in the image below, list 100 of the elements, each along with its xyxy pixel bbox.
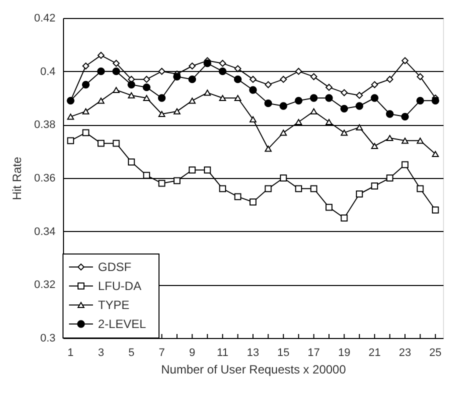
point xyxy=(219,94,226,102)
x-tick-label: 3 xyxy=(98,347,104,359)
point xyxy=(356,102,364,110)
y-axis-title: Hit Rate xyxy=(10,156,24,200)
point xyxy=(416,73,424,80)
point xyxy=(143,172,150,179)
point xyxy=(326,204,332,211)
point xyxy=(264,81,272,88)
x-axis-title: Number of User Requests x 20000 xyxy=(161,362,346,376)
point xyxy=(234,94,242,102)
point xyxy=(188,75,196,84)
point xyxy=(128,158,135,166)
point xyxy=(204,166,211,174)
point xyxy=(98,52,104,59)
point xyxy=(128,92,135,98)
point xyxy=(280,130,287,136)
x-tick-label: 25 xyxy=(429,347,442,359)
y-tick-label: 0.38 xyxy=(34,119,56,132)
point xyxy=(340,214,348,222)
point xyxy=(142,83,150,92)
point xyxy=(158,110,166,118)
point xyxy=(310,108,318,114)
point xyxy=(264,99,272,108)
point xyxy=(219,185,226,192)
point xyxy=(143,76,150,83)
point xyxy=(250,198,256,206)
point xyxy=(386,134,394,142)
point xyxy=(280,76,287,83)
x-tick-label: 23 xyxy=(398,347,412,359)
point xyxy=(234,75,242,84)
point xyxy=(174,108,180,114)
x-tick-label: 1 xyxy=(68,347,74,359)
point xyxy=(173,72,181,81)
point xyxy=(295,118,302,126)
x-tick-label: 9 xyxy=(189,347,196,359)
point xyxy=(310,185,318,192)
x-tick-label: 11 xyxy=(216,347,228,359)
x-tick-label: 13 xyxy=(246,347,260,359)
point xyxy=(310,94,318,102)
point xyxy=(234,193,242,200)
point xyxy=(218,67,226,76)
point xyxy=(280,174,287,182)
point xyxy=(326,84,332,91)
point xyxy=(188,98,196,104)
point xyxy=(294,96,302,105)
x-tick-label: 7 xyxy=(158,347,165,359)
point xyxy=(295,185,302,192)
point xyxy=(82,62,90,70)
point xyxy=(174,177,180,184)
point xyxy=(402,138,408,144)
point xyxy=(432,206,439,214)
point xyxy=(386,174,394,182)
point xyxy=(188,166,196,174)
point xyxy=(98,98,104,104)
point xyxy=(370,94,378,102)
point xyxy=(128,80,136,89)
point xyxy=(82,108,90,114)
point xyxy=(340,89,348,96)
point xyxy=(264,185,272,192)
point xyxy=(250,76,256,83)
point xyxy=(432,96,440,105)
point xyxy=(371,142,378,150)
point xyxy=(112,67,120,76)
point xyxy=(402,57,408,64)
point xyxy=(356,124,363,130)
point xyxy=(67,114,74,120)
point xyxy=(386,76,394,83)
x-tick-label: 21 xyxy=(368,347,381,359)
point xyxy=(82,129,90,136)
legend-label: 2-LEVEL xyxy=(98,317,146,331)
legend-label: GDSF xyxy=(98,260,132,274)
point xyxy=(401,112,409,121)
point xyxy=(204,90,211,96)
point xyxy=(325,94,333,102)
point xyxy=(416,185,424,192)
x-tick-label: 19 xyxy=(338,347,350,359)
point xyxy=(82,80,90,89)
point xyxy=(371,182,378,190)
point xyxy=(295,68,302,75)
point xyxy=(386,110,394,118)
point xyxy=(250,116,256,122)
x-tick-label: 15 xyxy=(277,347,290,359)
point xyxy=(340,104,348,113)
point xyxy=(326,118,332,126)
x-tick-label: 17 xyxy=(308,347,320,359)
y-tick-label: 0.36 xyxy=(34,172,56,184)
point xyxy=(402,161,408,168)
point xyxy=(98,140,104,147)
point xyxy=(219,60,226,67)
point xyxy=(356,92,363,99)
point xyxy=(416,96,424,105)
point xyxy=(371,81,378,88)
point xyxy=(264,146,272,152)
point xyxy=(158,68,166,75)
point xyxy=(432,150,439,158)
y-tick-label: 0.42 xyxy=(34,12,56,24)
point xyxy=(112,140,120,147)
point xyxy=(158,180,166,187)
legend-label: TYPE xyxy=(98,298,130,312)
point xyxy=(310,73,318,80)
